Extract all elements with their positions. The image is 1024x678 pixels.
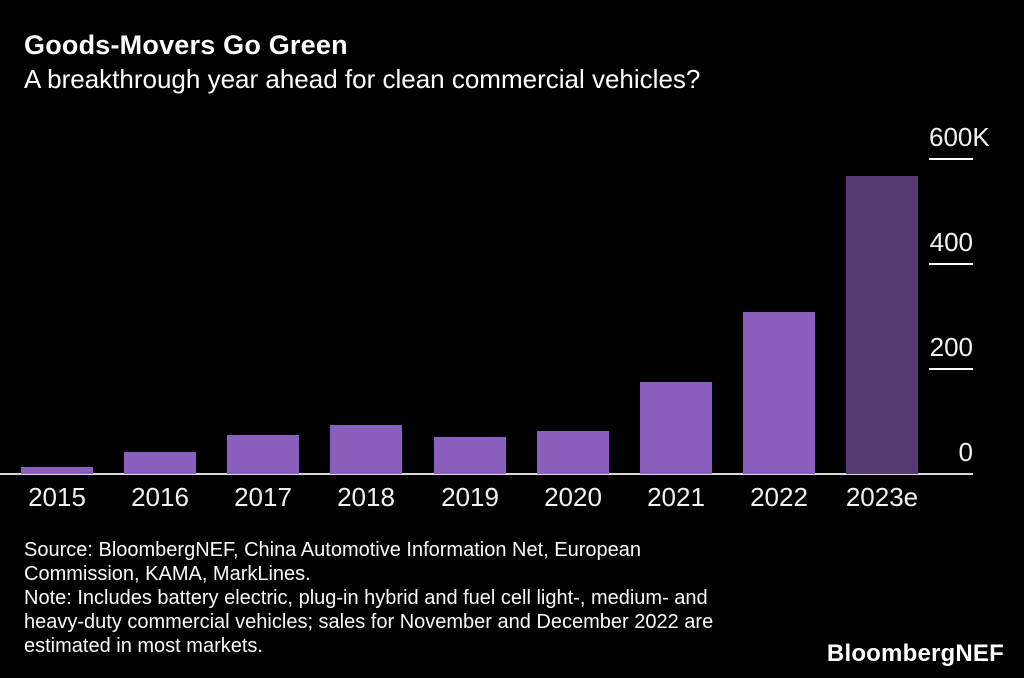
x-axis-label-2019: 2019 — [441, 482, 499, 512]
chart-title: Goods-Movers Go Green — [24, 30, 348, 60]
y-axis-label-400: 400 — [929, 227, 973, 257]
x-axis-label-2016: 2016 — [131, 482, 189, 512]
bar-2018 — [330, 425, 402, 474]
bloombergnef-logo: BloombergNEF — [826, 640, 1004, 667]
note-line: estimated in most markets. — [24, 635, 263, 657]
bar-2020 — [537, 431, 609, 474]
y-axis-tick-600K — [929, 158, 973, 160]
source-line: Commission, KAMA, MarkLines. — [24, 563, 311, 585]
bar-2019 — [434, 437, 506, 474]
x-axis-label-2022: 2022 — [750, 482, 808, 512]
x-axis-baseline — [0, 473, 973, 475]
x-axis-label-2021: 2021 — [647, 482, 705, 512]
y-axis-label-200: 200 — [929, 332, 973, 362]
bar-2016 — [124, 452, 196, 474]
y-axis-label-0: 0 — [958, 437, 973, 467]
bar-2017 — [227, 435, 299, 474]
x-axis-label-2015: 2015 — [28, 482, 86, 512]
bar-2022 — [743, 312, 815, 474]
y-axis-label-600K: 600K — [929, 122, 990, 152]
bar-2015 — [21, 467, 93, 474]
x-axis-label-2017: 2017 — [234, 482, 292, 512]
source-note-block: Source: BloombergNEF, China Automotive I… — [24, 538, 713, 658]
y-axis-tick-400 — [929, 263, 973, 265]
x-axis-label-2018: 2018 — [337, 482, 395, 512]
x-axis-label-2023e: 2023e — [845, 482, 919, 512]
x-axis-label-2020: 2020 — [544, 482, 602, 512]
y-axis-tick-200 — [929, 368, 973, 370]
note-line: Note: Includes battery electric, plug-in… — [24, 587, 708, 609]
bar-2021 — [640, 382, 712, 474]
source-line: Source: BloombergNEF, China Automotive I… — [24, 539, 641, 561]
chart-subtitle: A breakthrough year ahead for clean comm… — [24, 64, 701, 94]
note-line: heavy-duty commercial vehicles; sales fo… — [24, 611, 714, 633]
bar-2023e — [846, 176, 918, 474]
